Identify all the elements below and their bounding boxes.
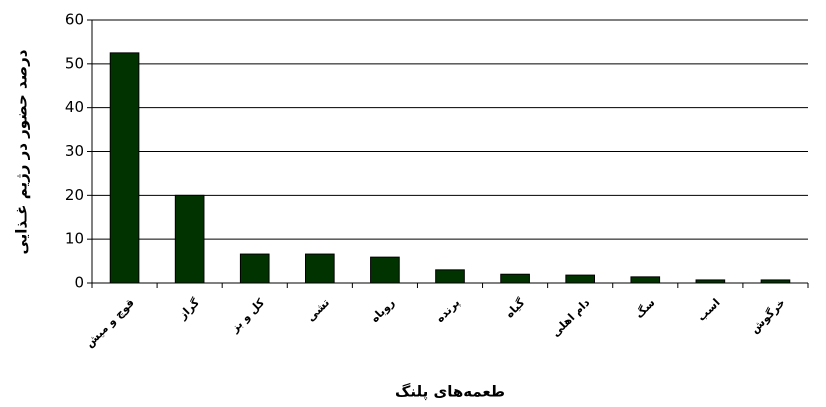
x-tick-label: گراز [175,296,202,323]
y-tick-label: 60 [65,11,84,29]
bar [370,256,400,284]
x-tick-label: تشی [304,296,332,324]
bar [630,276,661,284]
x-tick-label: کل و بز [228,296,268,336]
bar [695,279,726,284]
x-tick-label: اسب [695,296,723,324]
bar [174,194,205,284]
y-tick-label: 0 [74,274,84,292]
y-tick-label: 20 [65,186,84,204]
x-tick-label: گیاه [503,296,528,321]
x-tick-label: خرگوش [748,296,788,336]
y-tick-label: 10 [65,230,84,248]
x-tick-label: پرنده [433,296,462,325]
x-tick-label: قوچ و میش [83,296,138,351]
y-tick-label: 30 [65,142,84,160]
x-tick-label: روباه [368,296,397,325]
bar [304,253,335,284]
bar [500,273,530,284]
y-tick-label: 50 [65,54,84,72]
y-axis-title: درصد حضور در رژیم غـذایی [13,49,31,254]
y-tick-label: 40 [65,98,84,116]
bar [760,279,791,284]
x-axis-title: طعمه‌های پلنگ [395,383,505,402]
bar [565,274,596,284]
x-tick-label: دام اهلی [549,296,593,340]
bar [109,52,140,284]
bar [239,253,270,284]
bar [435,269,465,284]
x-tick-label: سگ [632,295,658,321]
